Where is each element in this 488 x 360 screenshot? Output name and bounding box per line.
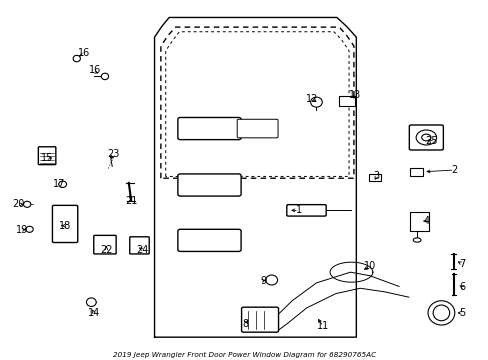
Text: 8: 8 <box>242 319 248 329</box>
Text: 21: 21 <box>125 196 137 206</box>
Text: 19: 19 <box>16 225 28 235</box>
Ellipse shape <box>310 97 322 107</box>
Text: 5: 5 <box>458 308 465 318</box>
Text: 7: 7 <box>458 259 465 269</box>
Ellipse shape <box>23 201 31 207</box>
Text: 6: 6 <box>458 282 465 292</box>
FancyBboxPatch shape <box>241 307 278 332</box>
FancyBboxPatch shape <box>286 204 325 216</box>
Text: 16: 16 <box>78 48 90 58</box>
Text: 3: 3 <box>373 171 379 181</box>
Text: 11: 11 <box>317 321 329 332</box>
Ellipse shape <box>427 301 454 325</box>
Ellipse shape <box>415 130 436 145</box>
Text: 12: 12 <box>306 94 318 104</box>
Text: 1: 1 <box>295 205 302 215</box>
FancyBboxPatch shape <box>94 235 116 254</box>
Bar <box>409 212 428 231</box>
Ellipse shape <box>412 238 420 242</box>
FancyBboxPatch shape <box>52 205 78 243</box>
FancyBboxPatch shape <box>178 117 241 140</box>
Bar <box>409 168 423 176</box>
Ellipse shape <box>432 305 449 321</box>
Text: 9: 9 <box>260 276 265 286</box>
Ellipse shape <box>265 275 277 285</box>
FancyBboxPatch shape <box>237 119 278 138</box>
FancyBboxPatch shape <box>129 237 149 254</box>
Bar <box>368 174 380 181</box>
FancyBboxPatch shape <box>178 174 241 196</box>
Text: 10: 10 <box>363 261 375 271</box>
Text: 4: 4 <box>423 216 429 226</box>
Ellipse shape <box>86 298 96 306</box>
Text: 14: 14 <box>87 308 100 318</box>
Ellipse shape <box>59 181 66 188</box>
Text: 24: 24 <box>136 245 148 255</box>
Text: 18: 18 <box>59 221 71 231</box>
Text: 2019 Jeep Wrangler Front Door Power Window Diagram for 68290765AC: 2019 Jeep Wrangler Front Door Power Wind… <box>113 352 375 358</box>
Ellipse shape <box>73 55 80 62</box>
Text: 25: 25 <box>424 136 437 147</box>
Text: 20: 20 <box>13 199 25 209</box>
Text: 13: 13 <box>348 90 361 100</box>
Bar <box>338 96 355 107</box>
Text: 23: 23 <box>107 149 119 159</box>
Text: 16: 16 <box>88 65 101 75</box>
FancyBboxPatch shape <box>178 229 241 251</box>
Text: 15: 15 <box>41 153 53 163</box>
FancyBboxPatch shape <box>38 147 56 165</box>
FancyBboxPatch shape <box>408 125 443 150</box>
Ellipse shape <box>421 134 430 141</box>
Text: 2: 2 <box>450 165 457 175</box>
Text: 22: 22 <box>100 245 112 255</box>
Ellipse shape <box>101 73 108 80</box>
Text: 17: 17 <box>53 179 65 189</box>
Ellipse shape <box>26 226 33 232</box>
